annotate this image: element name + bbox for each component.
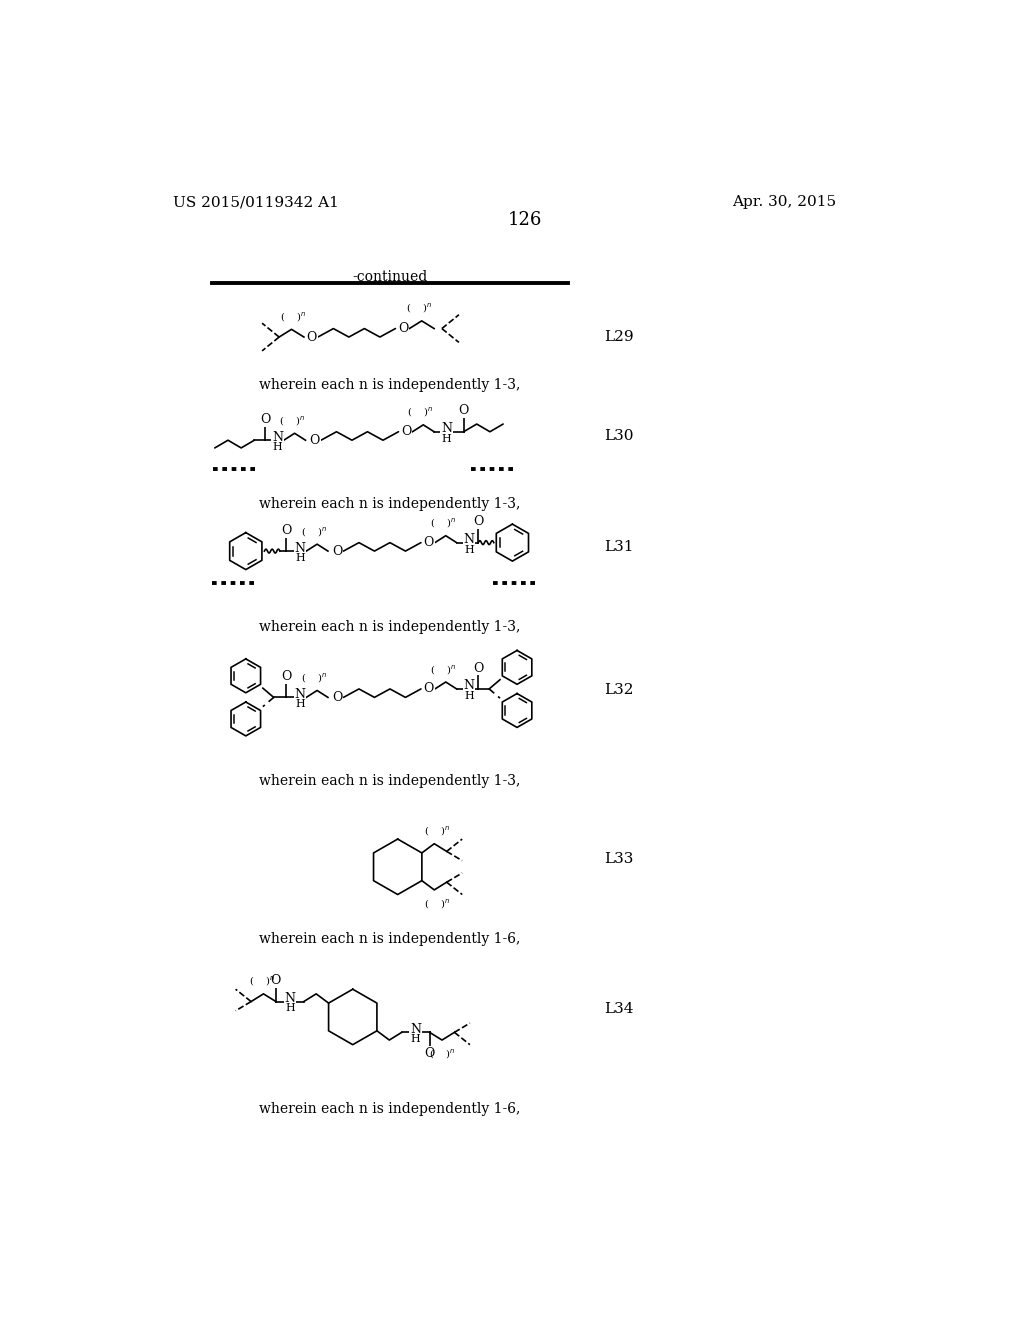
Text: (    )$^n$: ( )$^n$: [430, 663, 456, 677]
Text: H: H: [464, 545, 474, 554]
Text: Apr. 30, 2015: Apr. 30, 2015: [732, 195, 837, 210]
Text: wherein each n is independently 1-3,: wherein each n is independently 1-3,: [259, 498, 520, 511]
Text: L30: L30: [604, 429, 634, 442]
Text: O: O: [459, 404, 469, 417]
Text: N: N: [464, 533, 474, 546]
Text: O: O: [309, 434, 319, 446]
Text: N: N: [272, 430, 283, 444]
Text: (    )$^n$: ( )$^n$: [281, 310, 306, 323]
Text: (    )$^n$: ( )$^n$: [406, 302, 431, 315]
Text: (    )$^n$: ( )$^n$: [408, 407, 433, 420]
Text: O: O: [424, 1047, 435, 1060]
Text: L31: L31: [604, 540, 634, 554]
Text: O: O: [332, 545, 342, 557]
Text: O: O: [473, 515, 483, 528]
Text: N: N: [411, 1023, 421, 1036]
Text: N: N: [295, 688, 305, 701]
Text: H: H: [285, 1003, 295, 1014]
Text: wherein each n is independently 1-3,: wherein each n is independently 1-3,: [259, 775, 520, 788]
Text: -continued: -continued: [352, 271, 428, 284]
Text: N: N: [441, 422, 452, 436]
Text: O: O: [398, 322, 409, 335]
Text: wherein each n is independently 1-3,: wherein each n is independently 1-3,: [259, 620, 520, 635]
Text: US 2015/0119342 A1: US 2015/0119342 A1: [173, 195, 339, 210]
Text: wherein each n is independently 1-3,: wherein each n is independently 1-3,: [259, 378, 520, 392]
Text: H: H: [272, 442, 283, 453]
Text: N: N: [295, 541, 305, 554]
Text: wherein each n is independently 1-6,: wherein each n is independently 1-6,: [259, 932, 520, 946]
Text: (    )$^n$: ( )$^n$: [424, 898, 451, 911]
Text: O: O: [281, 524, 291, 537]
Text: O: O: [260, 413, 270, 426]
Text: 126: 126: [508, 211, 542, 228]
Text: L32: L32: [604, 682, 634, 697]
Text: O: O: [401, 425, 412, 438]
Text: H: H: [464, 690, 474, 701]
Text: wherein each n is independently 1-6,: wherein each n is independently 1-6,: [259, 1102, 520, 1115]
Text: L34: L34: [604, 1002, 634, 1016]
Text: L29: L29: [604, 330, 634, 345]
Text: O: O: [332, 690, 342, 704]
Text: (    )$^n$: ( )$^n$: [249, 974, 274, 987]
Text: (    )$^n$: ( )$^n$: [301, 525, 327, 539]
Text: (    )$^n$: ( )$^n$: [279, 414, 304, 428]
Text: L33: L33: [604, 853, 634, 866]
Text: H: H: [411, 1035, 421, 1044]
Text: O: O: [424, 536, 434, 549]
Text: (    )$^n$: ( )$^n$: [430, 517, 456, 531]
Text: H: H: [295, 700, 305, 709]
Text: H: H: [295, 553, 305, 564]
Text: H: H: [441, 434, 452, 444]
Text: O: O: [270, 974, 281, 987]
Text: O: O: [306, 330, 316, 343]
Text: (    )$^n$: ( )$^n$: [429, 1048, 455, 1061]
Text: (    )$^n$: ( )$^n$: [301, 672, 327, 685]
Text: (    )$^n$: ( )$^n$: [424, 824, 451, 838]
Text: N: N: [285, 991, 295, 1005]
Text: N: N: [464, 680, 474, 693]
Text: O: O: [473, 661, 483, 675]
Text: O: O: [424, 682, 434, 696]
Text: O: O: [281, 671, 291, 684]
